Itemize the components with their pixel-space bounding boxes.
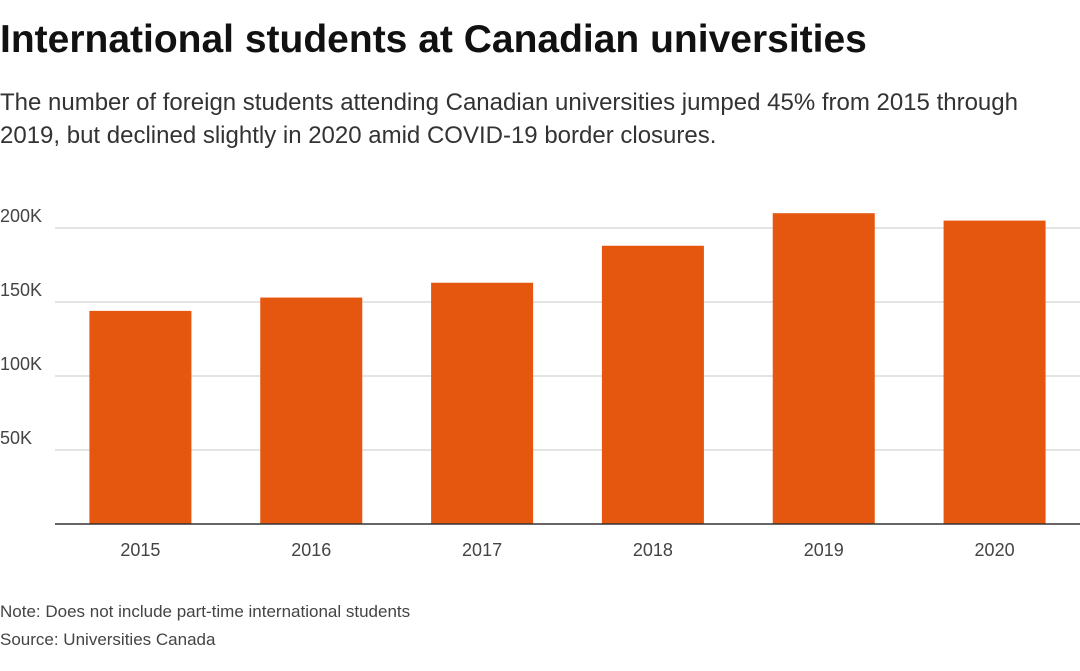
chart-subtitle: The number of foreign students attending… [0, 89, 1018, 149]
y-tick-label: 100K [0, 354, 42, 374]
bar-chart: 50K 100K 150K 200K 2015 2016 2017 2018 2019 2020 [0, 206, 1080, 560]
gridlines [55, 227, 1080, 451]
y-tick-label: 150K [0, 280, 42, 300]
bar-2016 [260, 297, 363, 524]
x-tick-label: 2015 [120, 540, 160, 560]
chart-source: Source: Universities Canada [0, 630, 216, 649]
x-tick-label: 2019 [804, 540, 844, 560]
bar-2015 [89, 310, 192, 524]
x-tick-label: 2020 [975, 540, 1015, 560]
bar-2019 [772, 213, 875, 524]
x-tick-label: 2017 [462, 540, 502, 560]
y-tick-labels: 50K 100K 150K 200K [0, 206, 42, 448]
chart-note: Note: Does not include part-time interna… [0, 602, 411, 621]
x-tick-label: 2016 [291, 540, 331, 560]
bar-2017 [431, 282, 534, 524]
chart-title: International students at Canadian unive… [0, 18, 867, 61]
bar-2020 [943, 220, 1046, 524]
bars [89, 213, 1046, 524]
bar-2018 [601, 245, 704, 524]
x-tick-label: 2018 [633, 540, 673, 560]
y-tick-label: 200K [0, 206, 42, 226]
y-tick-label: 50K [0, 428, 32, 448]
x-tick-labels: 2015 2016 2017 2018 2019 2020 [120, 540, 1014, 560]
